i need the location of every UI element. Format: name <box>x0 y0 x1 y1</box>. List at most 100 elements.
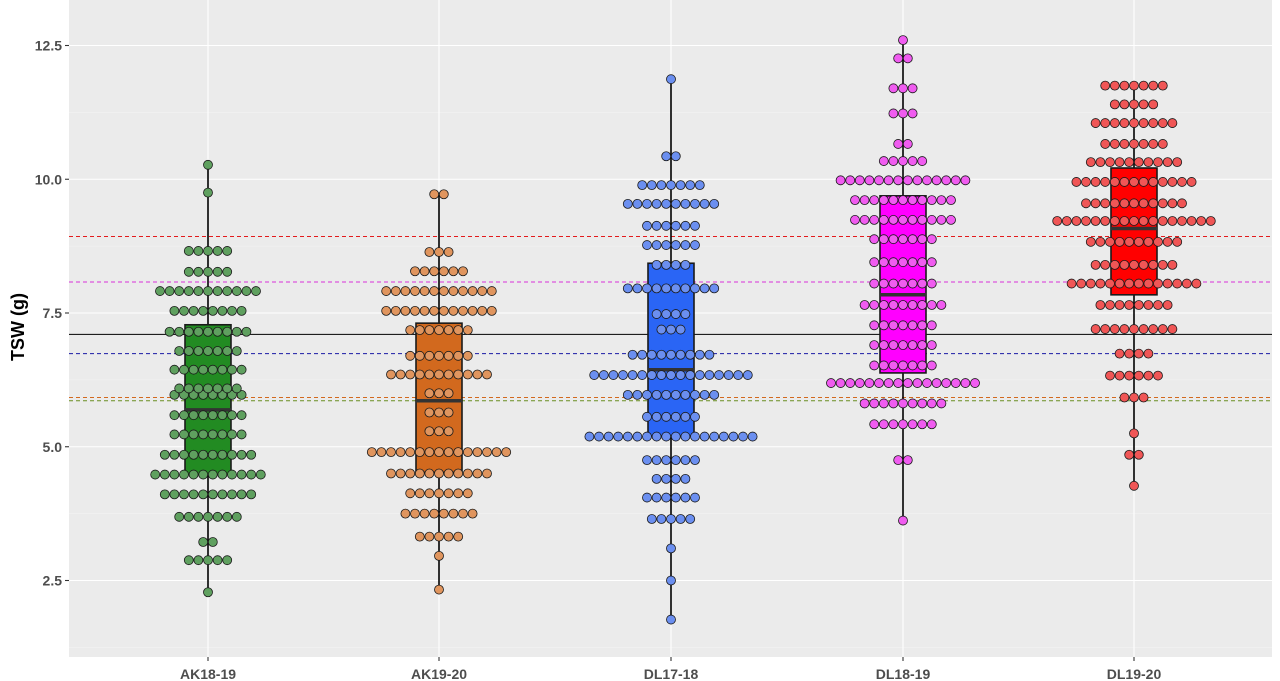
data-point <box>656 180 667 191</box>
data-point <box>1157 216 1168 226</box>
data-point <box>458 508 468 519</box>
data-point <box>236 429 247 440</box>
data-point <box>381 305 392 316</box>
data-point <box>1109 259 1120 270</box>
data-point <box>203 346 213 356</box>
data-point <box>1095 157 1106 168</box>
data-point <box>627 349 638 360</box>
data-point <box>898 215 908 225</box>
data-point <box>212 346 223 356</box>
data-point <box>642 431 652 442</box>
data-point <box>864 378 875 388</box>
data-point <box>198 429 209 440</box>
data-point <box>598 370 609 380</box>
data-point <box>898 83 908 94</box>
y-tick-label: 10.0 <box>35 171 62 187</box>
data-point <box>883 175 894 186</box>
data-point <box>1133 449 1144 460</box>
data-point <box>917 360 928 371</box>
data-point <box>670 411 681 422</box>
data-point <box>1148 198 1159 209</box>
data-point <box>642 198 652 209</box>
data-point <box>231 383 242 394</box>
data-point <box>622 198 633 209</box>
data-point <box>183 266 194 277</box>
data-point <box>1129 480 1139 491</box>
data-point <box>203 383 213 394</box>
data-point <box>946 215 956 225</box>
data-point <box>1100 177 1111 187</box>
data-point <box>902 378 913 388</box>
data-point <box>675 180 686 191</box>
data-point <box>438 305 449 316</box>
data-point <box>405 369 416 380</box>
data-point <box>622 431 633 442</box>
data-point <box>869 278 880 289</box>
data-point <box>888 83 899 94</box>
data-point <box>699 389 710 400</box>
data-point <box>670 455 681 466</box>
data-point <box>438 508 449 519</box>
data-point <box>898 234 908 245</box>
data-point <box>888 278 899 289</box>
data-point <box>1124 370 1135 381</box>
data-point <box>159 449 170 460</box>
data-point <box>898 108 908 119</box>
data-point <box>690 198 700 209</box>
data-point <box>443 468 454 479</box>
data-point <box>869 340 880 351</box>
data-point <box>661 473 672 484</box>
data-point <box>699 198 710 209</box>
data-point <box>453 325 464 336</box>
data-point <box>878 320 889 331</box>
data-point <box>651 198 662 209</box>
data-point <box>666 74 676 85</box>
data-point <box>203 587 213 598</box>
data-point <box>381 286 392 296</box>
x-tick-label-dl17-18: DL17-18 <box>644 666 699 681</box>
data-point <box>1066 278 1077 289</box>
data-point <box>486 305 497 316</box>
data-point <box>926 340 937 351</box>
data-point <box>907 234 918 245</box>
data-point <box>898 156 908 166</box>
data-point <box>680 389 691 400</box>
data-point <box>907 419 918 430</box>
data-point <box>193 266 204 277</box>
data-point <box>1129 139 1139 149</box>
data-point <box>1090 118 1101 128</box>
data-point <box>898 419 908 430</box>
data-point <box>584 431 595 442</box>
data-point <box>869 234 880 245</box>
data-point <box>888 215 899 225</box>
data-point <box>174 383 185 394</box>
data-point <box>458 305 468 316</box>
data-point <box>685 180 696 191</box>
data-point <box>419 266 430 277</box>
data-point <box>405 468 416 479</box>
data-point <box>1153 236 1163 247</box>
data-point <box>898 195 908 206</box>
data-point <box>1148 324 1159 334</box>
data-point <box>850 195 860 206</box>
data-point <box>222 246 233 256</box>
data-point <box>203 326 213 337</box>
data-point <box>926 234 937 245</box>
data-point <box>222 326 233 337</box>
data-point <box>651 455 662 466</box>
data-point <box>174 286 185 296</box>
data-point <box>448 508 459 519</box>
data-point <box>386 369 396 380</box>
data-point <box>1148 259 1159 270</box>
data-point <box>1143 278 1154 289</box>
data-point <box>854 378 865 388</box>
data-point <box>1090 198 1101 209</box>
data-point <box>236 364 247 375</box>
data-point <box>443 247 454 257</box>
data-point <box>907 195 918 206</box>
data-point <box>386 468 396 479</box>
data-point <box>1119 216 1130 226</box>
data-point <box>878 234 889 245</box>
data-point <box>477 286 488 296</box>
data-point <box>680 259 691 270</box>
